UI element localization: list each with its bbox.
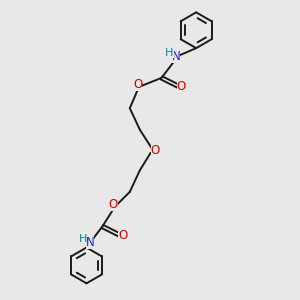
Text: N: N	[172, 50, 180, 63]
Text: O: O	[118, 229, 127, 242]
Text: H: H	[79, 234, 87, 244]
Text: N: N	[85, 236, 94, 249]
Text: O: O	[176, 80, 186, 93]
Text: O: O	[133, 78, 142, 91]
Text: O: O	[108, 198, 118, 211]
Text: O: O	[151, 143, 160, 157]
Text: H: H	[165, 48, 173, 58]
